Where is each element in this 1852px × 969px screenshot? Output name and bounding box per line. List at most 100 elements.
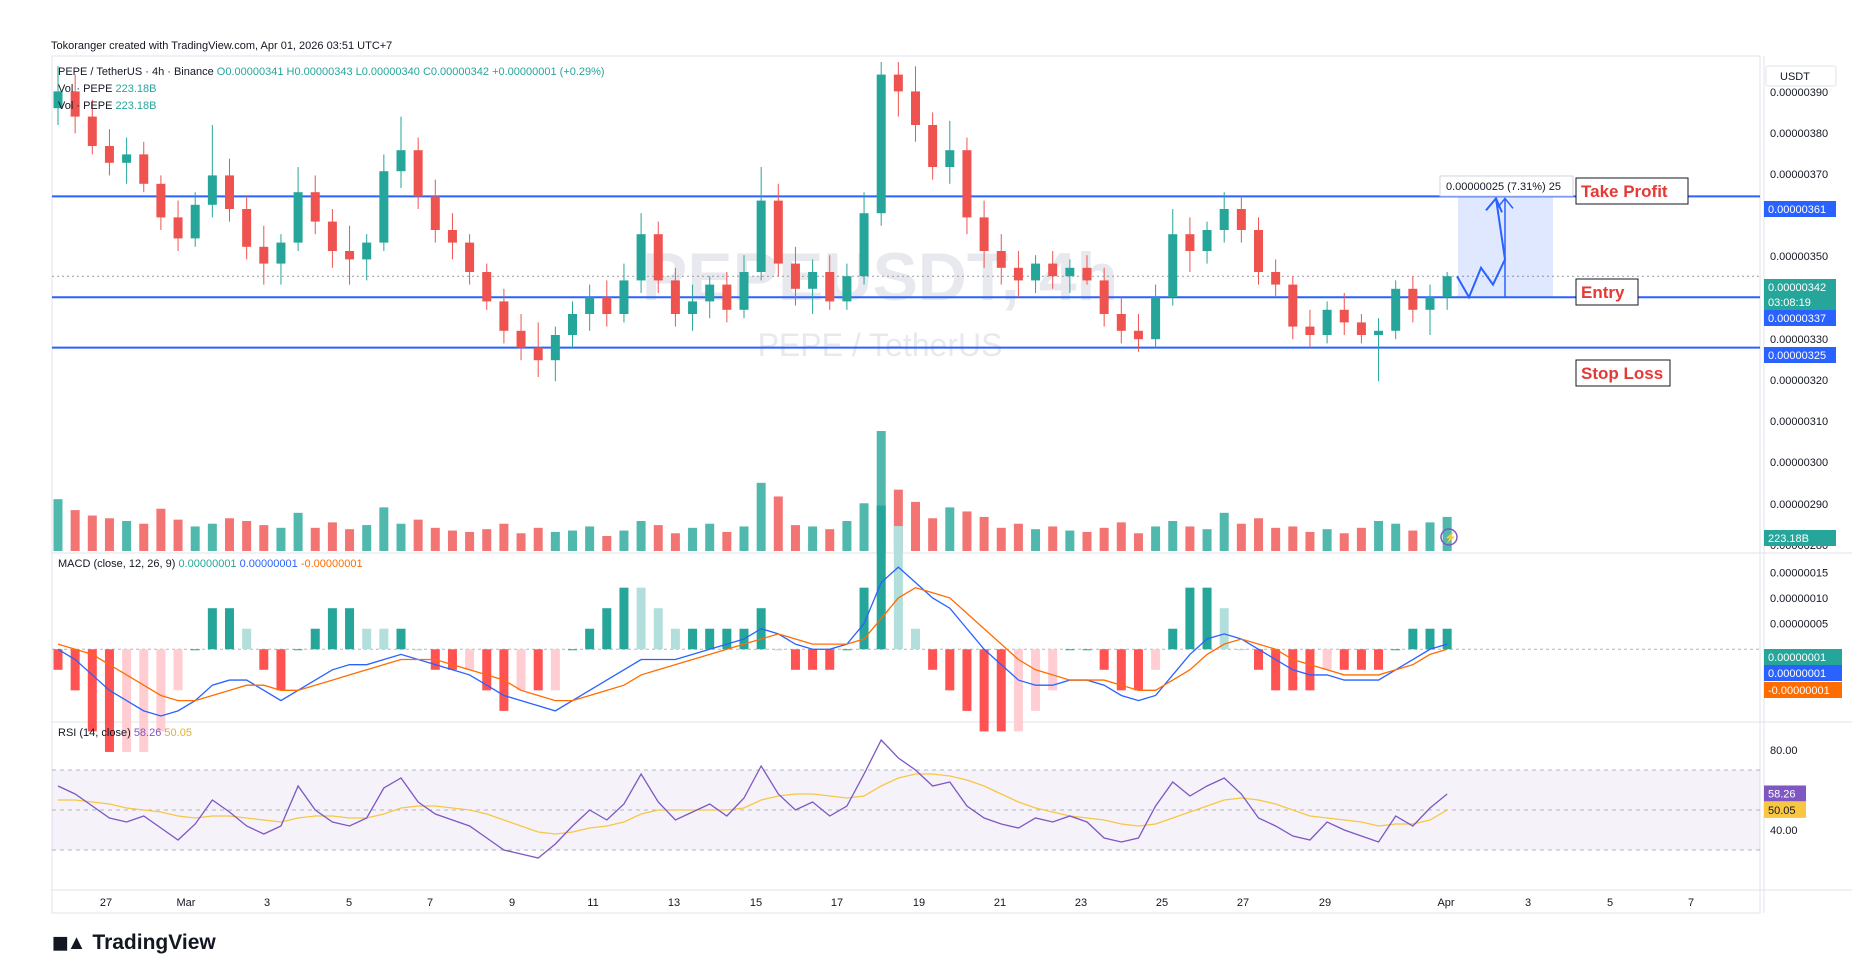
volume-bar	[1408, 530, 1418, 551]
macd-histogram-bar	[1082, 649, 1092, 651]
volume-bar	[430, 527, 440, 551]
macd-badge	[1764, 665, 1842, 681]
volume-bar	[739, 526, 749, 551]
price-tick-label: 0.00000310	[1770, 416, 1828, 428]
candle-body	[790, 263, 800, 289]
time-axis-label: 3	[1525, 897, 1531, 909]
macd-histogram-bar	[516, 649, 526, 691]
candle-body	[756, 200, 766, 272]
macd-value-line: 0.00000001	[239, 558, 298, 570]
candle-body	[945, 150, 955, 167]
macd-histogram-bar	[1442, 628, 1452, 650]
macd-badge	[1764, 682, 1842, 698]
candle-body	[104, 146, 114, 163]
time-axis-label: 9	[509, 897, 515, 909]
candle-body	[1048, 263, 1058, 277]
macd-histogram-bar	[1236, 649, 1246, 651]
candle-body	[1065, 267, 1075, 277]
low-value: L0.00000340	[355, 66, 420, 78]
time-axis-label: Mar	[177, 897, 196, 909]
candle-body	[1099, 280, 1109, 314]
macd-histogram-bar	[996, 649, 1006, 732]
bolt-icon: ⚡	[1444, 531, 1456, 544]
candle-body	[739, 272, 749, 310]
macd-histogram-bar	[70, 649, 80, 691]
price-tick-label: 0.00000320	[1770, 375, 1828, 387]
rsi-badge	[1764, 785, 1806, 802]
macd-value-signal: -0.00000001	[300, 558, 363, 570]
volume-bar	[1116, 522, 1126, 551]
macd-histogram-bar	[1099, 649, 1109, 670]
volume-bar	[653, 525, 663, 551]
symbol-label: PEPE / TetherUS · 4h · Binance	[58, 66, 214, 78]
volume-bar	[1374, 521, 1384, 551]
volume-bar	[225, 518, 234, 551]
macd-histogram-bar	[327, 608, 337, 650]
macd-histogram-bar	[568, 649, 577, 651]
volume-bar	[636, 521, 646, 551]
candle-body	[911, 91, 920, 125]
volume-bar	[928, 518, 938, 551]
macd-histogram-bar	[1356, 649, 1366, 670]
volume-bar	[447, 530, 457, 551]
volume-bar	[1236, 523, 1246, 551]
volume-bar	[1322, 529, 1332, 551]
volume-label: Vol · PEPE	[58, 83, 113, 95]
volume-bar	[722, 531, 732, 551]
volume-bar	[1305, 531, 1315, 551]
volume-bar	[516, 533, 526, 551]
candle-body	[207, 175, 217, 205]
volume-bar	[242, 521, 252, 551]
time-axis-label: 27	[1237, 897, 1249, 909]
volume-bar	[670, 533, 680, 551]
price-badge-label: 0.00000337	[1768, 313, 1826, 325]
candle-body	[996, 251, 1006, 268]
time-axis-label: 25	[1156, 897, 1168, 909]
volume-bar	[1133, 533, 1143, 551]
macd-histogram-bar	[636, 587, 646, 650]
tradingview-logo[interactable]: ◼▲ TradingView	[52, 930, 216, 955]
price-tick-label: 0.00000350	[1770, 251, 1828, 263]
time-axis-label: 15	[750, 897, 762, 909]
time-axis-label: 11	[587, 897, 598, 909]
price-badge-label: 0.00000361	[1768, 204, 1826, 216]
macd-histogram-bar	[1013, 649, 1023, 732]
candle-body	[430, 196, 440, 230]
macd-badge	[1764, 649, 1842, 665]
volume-bar	[1048, 526, 1058, 551]
rsi-label: RSI (14, close)	[58, 727, 131, 739]
take-profit-label-box	[1575, 177, 1689, 205]
volume-label: Vol · PEPE	[58, 100, 113, 112]
candle-body	[465, 242, 475, 272]
time-axis-label: 19	[913, 897, 925, 909]
volume-bar	[688, 527, 698, 551]
macd-histogram-bar	[87, 649, 97, 732]
macd-histogram-bar	[876, 505, 886, 650]
volume-bar	[396, 523, 406, 551]
price-tick-label: 0.00000380	[1770, 128, 1828, 140]
candle-body	[1442, 276, 1452, 298]
price-tick-label: 0.00000390	[1770, 87, 1828, 99]
candle-body	[1288, 284, 1298, 327]
volume-bar	[756, 482, 766, 551]
macd-histogram-bar	[396, 628, 406, 650]
macd-label: MACD (close, 12, 26, 9)	[58, 558, 176, 570]
volume-bar	[962, 511, 972, 551]
macd-histogram-bar	[550, 649, 560, 691]
macd-histogram-bar	[190, 649, 200, 651]
candle-body	[1236, 209, 1246, 230]
volume-bar	[1013, 523, 1023, 551]
price-badge-label: 0.00000342	[1768, 282, 1826, 294]
candle-body	[259, 246, 269, 264]
volume-bar	[1219, 512, 1229, 551]
macd-badge-label: 0.00000001	[1768, 668, 1826, 680]
candle-body	[1116, 314, 1126, 331]
measure-label: 0.00000025 (7.31%) 25	[1446, 181, 1561, 193]
candle-body	[156, 183, 166, 218]
macd-histogram-bar	[911, 628, 920, 650]
candle-body	[53, 91, 63, 109]
volume-legend-1: Vol · PEPE 223.18B	[58, 83, 156, 95]
candle-body	[1305, 326, 1315, 335]
price-badge-label: 223.18B	[1768, 533, 1809, 545]
